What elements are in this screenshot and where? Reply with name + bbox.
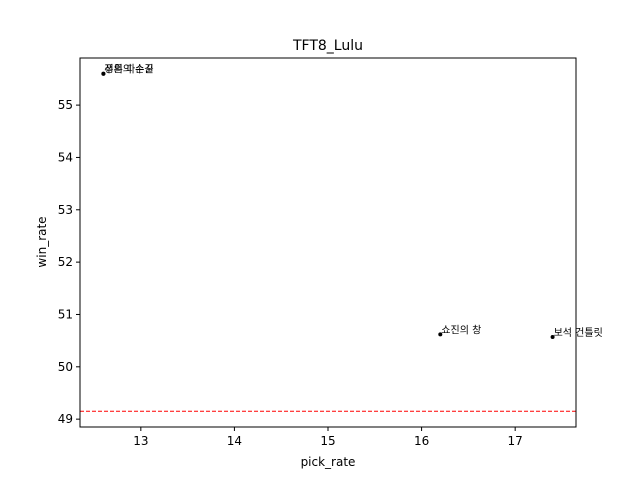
x-tick-label: 17 xyxy=(508,434,523,448)
y-tick-label: 49 xyxy=(58,412,73,426)
x-axis-label: pick_rate xyxy=(301,455,356,469)
x-tick-label: 16 xyxy=(414,434,429,448)
point-label: 푸른 파수꾼 xyxy=(104,64,153,76)
y-axis-label: win_rate xyxy=(35,216,49,267)
y-tick-label: 54 xyxy=(58,150,73,164)
y-tick-label: 50 xyxy=(58,360,73,374)
x-tick-label: 13 xyxy=(133,434,148,448)
y-tick-label: 52 xyxy=(58,255,73,269)
point-label: 쇼진의 창 xyxy=(441,324,481,336)
chart-title: TFT8_Lulu xyxy=(292,38,363,54)
data-point xyxy=(101,71,106,76)
y-tick-label: 55 xyxy=(58,98,73,112)
x-tick-label: 15 xyxy=(320,434,335,448)
point-label: 정의의 손길 xyxy=(104,63,153,76)
data-point xyxy=(550,334,555,339)
x-tick-label: 14 xyxy=(227,434,242,448)
data-point xyxy=(438,332,443,337)
y-tick-label: 51 xyxy=(58,307,73,321)
point-label: 보석 건틀릿 xyxy=(554,327,603,339)
y-tick-label: 53 xyxy=(58,203,73,217)
